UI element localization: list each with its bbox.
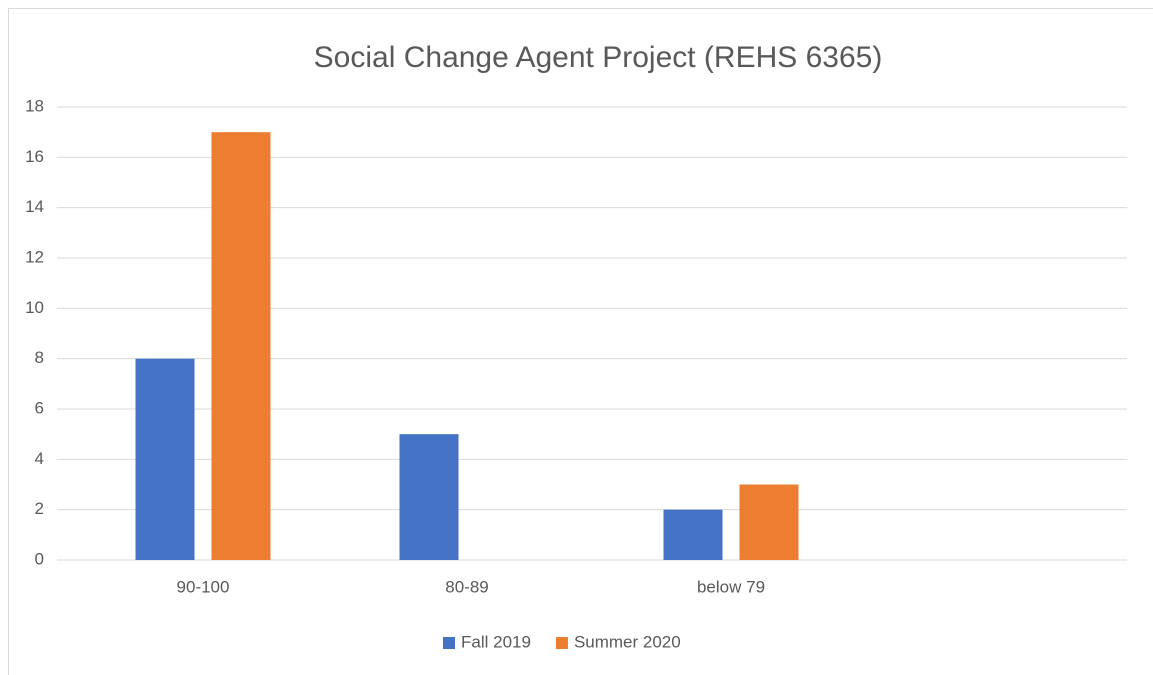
legend-label: Fall 2019 [461, 632, 531, 651]
y-tick-label: 4 [35, 449, 44, 468]
chart-title: Social Change Agent Project (REHS 6365) [314, 41, 883, 74]
bar [399, 434, 459, 560]
bar [663, 509, 723, 560]
bar [135, 358, 195, 560]
y-tick-label: 6 [35, 398, 44, 417]
y-tick-label: 8 [35, 348, 44, 367]
bar [211, 132, 271, 560]
y-tick-label: 0 [35, 549, 44, 568]
x-tick-label: below 79 [697, 577, 765, 596]
y-tick-label: 14 [25, 197, 44, 216]
y-tick-label: 10 [25, 298, 44, 317]
chart-border [8, 8, 1153, 675]
y-tick-label: 2 [35, 499, 44, 518]
y-tick-label: 18 [25, 96, 44, 115]
y-tick-label: 16 [25, 147, 44, 166]
legend-label: Summer 2020 [574, 632, 681, 651]
x-tick-label: 80-89 [445, 577, 488, 596]
legend-swatch [555, 637, 568, 649]
x-tick-label: 90-100 [177, 577, 230, 596]
bar [739, 484, 799, 560]
legend-swatch [443, 637, 455, 649]
y-tick-label: 12 [25, 247, 44, 266]
